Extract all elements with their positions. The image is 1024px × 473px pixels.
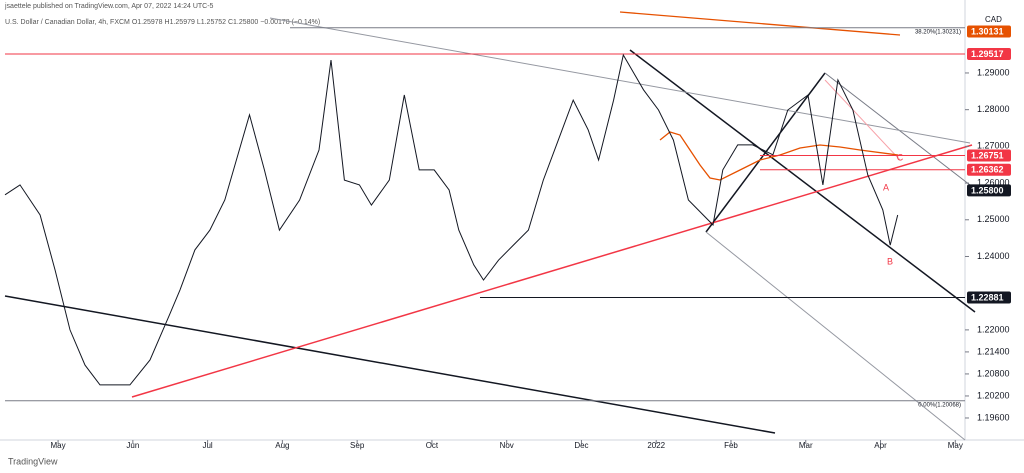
symbol-info: U.S. Dollar / Canadian Dollar, 4h, FXCM … — [5, 19, 320, 26]
x-tick-label: May — [51, 441, 66, 450]
y-tick-label: 1.20200 — [977, 390, 1010, 400]
trendline — [629, 49, 976, 313]
x-tick-label: Aug — [275, 441, 289, 450]
x-tick-label: Jul — [202, 441, 212, 450]
y-tick-label: 1.29000 — [977, 67, 1010, 77]
x-tick-label: Oct — [426, 441, 439, 450]
brand: TradingView — [8, 456, 58, 466]
x-tick-label: Dec — [574, 441, 588, 450]
price-label: 1.22881 — [971, 292, 1004, 302]
price-label-box — [967, 47, 1011, 60]
y-tick-label: 1.27000 — [977, 141, 1010, 151]
trendline — [824, 72, 971, 186]
price-label: 1.26362 — [971, 165, 1004, 175]
y-tick-label: 1.25000 — [977, 214, 1010, 224]
price-label: 1.30131 — [971, 26, 1004, 36]
fib-label: 0.00%(1.20068) — [918, 402, 961, 408]
price-label-box — [967, 291, 1011, 304]
trendline — [824, 79, 901, 161]
x-tick-label: Feb — [724, 441, 738, 450]
price-label: 1.29517 — [971, 49, 1004, 59]
trendline — [705, 231, 966, 441]
x-tick-label: Mar — [799, 441, 813, 450]
x-tick-label: Sep — [350, 441, 365, 450]
y-tick-label: 1.28000 — [977, 104, 1010, 114]
trendline — [4, 295, 776, 434]
wave-label: B — [887, 256, 893, 266]
x-tick-label: May — [948, 441, 963, 450]
price-label-box — [967, 184, 1011, 197]
price-label: 1.26751 — [971, 150, 1004, 160]
y-tick-label: 1.21400 — [977, 346, 1010, 356]
wave-label: A — [883, 182, 889, 192]
y-tick-label: 1.26000 — [977, 177, 1010, 187]
moving-average — [619, 11, 901, 36]
price-label-box — [967, 25, 1011, 38]
price-label-box — [967, 163, 1011, 176]
y-tick-label: 1.22000 — [977, 324, 1010, 334]
price-line — [4, 53, 899, 386]
x-tick-label: Jun — [126, 441, 139, 450]
x-tick-label: 2022 — [647, 441, 665, 450]
drawings — [4, 11, 976, 441]
trendline — [269, 17, 971, 144]
price-label: 1.25800 — [971, 185, 1004, 195]
fib-label: 38.20%(1.30231) — [915, 29, 961, 35]
moving-average — [659, 131, 899, 181]
trendline — [705, 72, 826, 233]
x-tick-label: Nov — [500, 441, 514, 450]
trendline — [131, 144, 973, 398]
y-tick-label: 1.20800 — [977, 368, 1010, 378]
currency: CAD — [985, 15, 1002, 24]
y-tick-label: 1.24000 — [977, 251, 1010, 261]
wave-label: C — [897, 152, 904, 162]
price-label-box — [967, 149, 1011, 162]
y-tick-label: 1.19600 — [977, 412, 1010, 422]
publisher: jsaettele published on TradingView.com, … — [4, 3, 214, 10]
x-tick-label: Apr — [874, 441, 887, 450]
